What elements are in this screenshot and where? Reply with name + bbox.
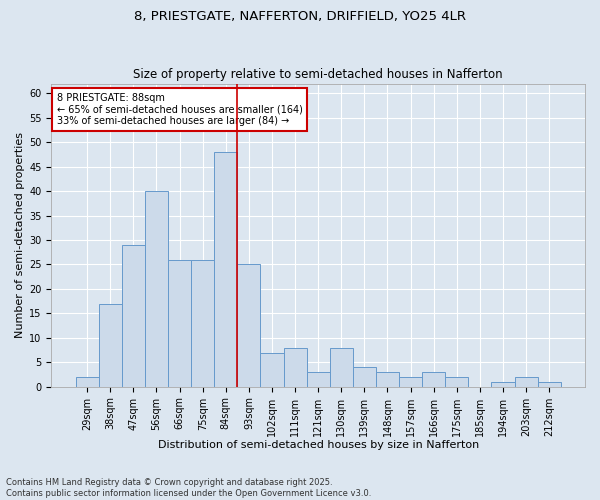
Y-axis label: Number of semi-detached properties: Number of semi-detached properties [15,132,25,338]
Bar [330,348,353,387]
Bar [538,382,561,386]
Bar [145,191,168,386]
Text: Contains HM Land Registry data © Crown copyright and database right 2025.
Contai: Contains HM Land Registry data © Crown c… [6,478,371,498]
Bar [260,352,284,386]
Bar [99,304,122,386]
Bar [168,260,191,386]
Bar [214,152,238,386]
Bar [491,382,515,386]
Text: 8 PRIESTGATE: 88sqm
← 65% of semi-detached houses are smaller (164)
33% of semi-: 8 PRIESTGATE: 88sqm ← 65% of semi-detach… [57,92,302,126]
X-axis label: Distribution of semi-detached houses by size in Nafferton: Distribution of semi-detached houses by … [158,440,479,450]
Bar [376,372,399,386]
Bar [445,377,469,386]
Bar [399,377,422,386]
Bar [422,372,445,386]
Bar [191,260,214,386]
Bar [307,372,330,386]
Bar [284,348,307,387]
Bar [353,367,376,386]
Text: 8, PRIESTGATE, NAFFERTON, DRIFFIELD, YO25 4LR: 8, PRIESTGATE, NAFFERTON, DRIFFIELD, YO2… [134,10,466,23]
Bar [515,377,538,386]
Bar [122,245,145,386]
Bar [76,377,99,386]
Title: Size of property relative to semi-detached houses in Nafferton: Size of property relative to semi-detach… [133,68,503,81]
Bar [238,264,260,386]
